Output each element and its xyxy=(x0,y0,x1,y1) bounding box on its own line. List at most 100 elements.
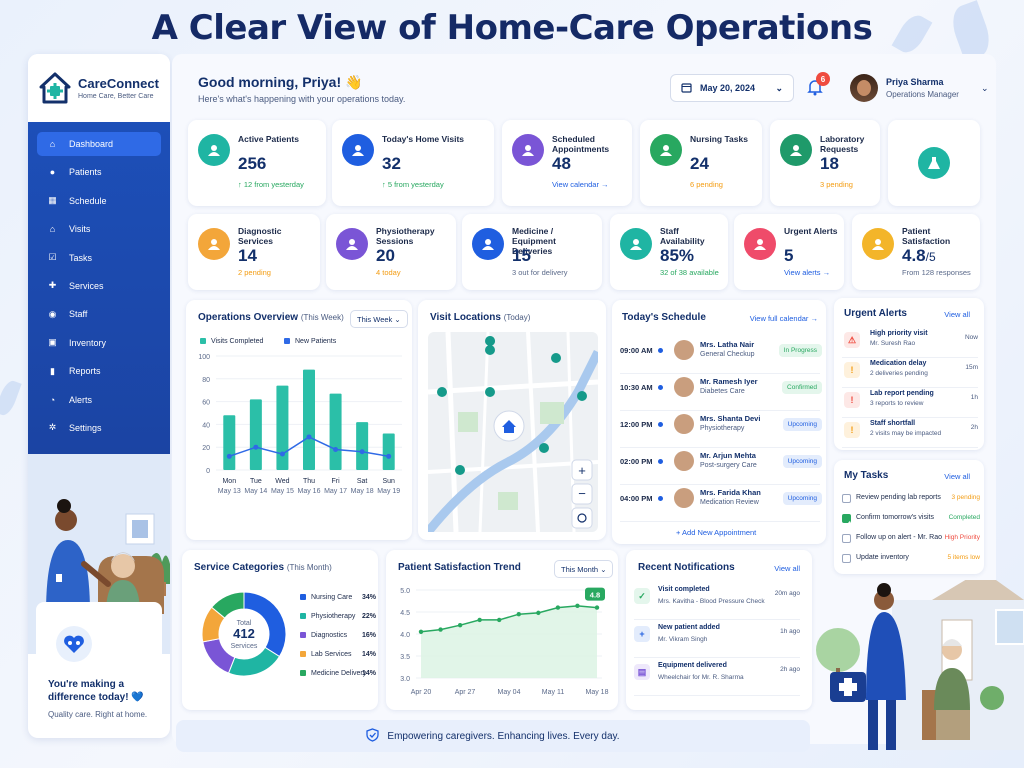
sidebar-item-visits[interactable]: ⌂ Visits xyxy=(37,217,161,241)
schedule-row[interactable]: 12:00 PM Mrs. Shanta Devi Physiotherapy Upc… xyxy=(620,412,822,448)
stat-value: 32 xyxy=(382,154,401,173)
stat-card[interactable]: Urgent Alerts 5 View alerts → xyxy=(734,214,844,290)
y-tick-label: 100 xyxy=(198,354,210,361)
x-tick-label: May 11 xyxy=(542,689,565,696)
sidebar-item-settings[interactable]: ✲ Settings xyxy=(37,416,161,440)
alert-row[interactable]: ! Staff shortfall 2 visits may be impacted… xyxy=(842,418,978,448)
avatar xyxy=(674,488,694,508)
sidebar-item-staff[interactable]: ◉ Staff xyxy=(37,302,161,326)
svg-text:−: − xyxy=(578,486,586,501)
stat-value: 48 xyxy=(552,154,571,173)
brand[interactable]: CareConnect Home Care, Better Care xyxy=(28,54,170,122)
donut-slice xyxy=(210,591,245,619)
task-checkbox[interactable] xyxy=(842,514,851,527)
task-row[interactable]: Update inventory 5 items low xyxy=(842,552,980,572)
x-tick-date: May 19 xyxy=(377,488,400,495)
avatar xyxy=(850,74,878,102)
notification-icon: ▤ xyxy=(634,664,650,680)
notification-row[interactable]: ▤ Equipment delivered Wheelchair for Mr. R… xyxy=(634,660,800,696)
sidebar-item-label: Alerts xyxy=(69,394,93,405)
task-checkbox[interactable] xyxy=(842,534,851,543)
stat-value-suffix: /5 xyxy=(925,250,936,264)
view-all-tasks-link[interactable]: View all xyxy=(944,472,970,481)
heart-hands-icon xyxy=(56,626,92,662)
stat-note[interactable]: View alerts → xyxy=(784,268,831,277)
stat-card[interactable]: Patient Satisfaction 4.8/5 From 128 respon… xyxy=(852,214,980,290)
schedule-row[interactable]: 02:00 PM Mr. Arjun Mehta Post-surgery Care… xyxy=(620,449,822,485)
legend-value: 22% xyxy=(361,613,376,620)
timeline-dot xyxy=(658,385,663,390)
brand-name: CareConnect xyxy=(78,76,159,91)
tasks-title: My Tasks xyxy=(844,470,889,481)
operations-bar-chart: 0 20 40 60 80 100 Mon May 13 Tue May 14 Wed May 15 T… xyxy=(198,354,402,495)
sidebar-item-tasks[interactable]: ☑ Tasks xyxy=(37,246,161,270)
status-badge: In Progress xyxy=(778,344,822,357)
stat-label: Patient Satisfaction xyxy=(902,226,951,246)
stat-card[interactable]: Today's Home Visits 32 ↑ 5 from yesterday xyxy=(332,120,494,206)
stat-card[interactable]: Physiotherapy Sessions 20 4 today xyxy=(326,214,456,290)
stat-card[interactable]: Diagnostic Services 14 2 pending xyxy=(188,214,320,290)
add-appointment-link[interactable]: + Add New Appointment xyxy=(676,528,757,537)
box-icon: ▣ xyxy=(48,337,57,348)
schedule-row[interactable]: 04:00 PM Mrs. Farida Khan Medication Revie… xyxy=(620,486,822,522)
task-label: Review pending lab reports xyxy=(856,494,941,501)
stat-value: 5 xyxy=(784,246,794,265)
task-row[interactable]: Follow up on alert - Mr. Rao High Priorit… xyxy=(842,532,980,552)
lab-icon-card[interactable] xyxy=(888,120,980,206)
sidebar-item-dashboard[interactable]: ⌂ Dashboard xyxy=(37,132,161,156)
donut-legend-item: Physiotherapy 22% xyxy=(300,613,376,620)
sidebar-item-schedule[interactable]: ▦ Schedule xyxy=(37,189,161,213)
stat-note: 2 pending xyxy=(238,268,271,277)
stat-card[interactable]: Active Patients 256 ↑ 12 from yesterday xyxy=(188,120,326,206)
bar-visits-completed xyxy=(356,422,369,470)
notification-row[interactable]: ✓ Visit completed Mrs. Kavitha - Blood Pre… xyxy=(634,584,800,620)
shield-check-icon xyxy=(366,727,380,745)
date-picker[interactable]: May 20, 2024 ⌄ xyxy=(670,74,794,102)
view-full-calendar-link[interactable]: View full calendar → xyxy=(749,314,818,323)
y-tick-label: 80 xyxy=(202,377,210,384)
view-all-alerts-link[interactable]: View all xyxy=(944,310,970,319)
calendar-icon xyxy=(512,134,544,166)
alert-row[interactable]: ⚠ High priority visit Mr. Suresh Rao Now xyxy=(842,328,978,358)
stat-note: 32 of 38 available xyxy=(660,268,719,277)
sidebar-item-alerts[interactable]: ◔ Alerts xyxy=(37,388,161,412)
legend-swatch xyxy=(300,651,306,658)
stat-note: ↑ 12 from yesterday xyxy=(238,180,304,189)
schedule-row[interactable]: 10:30 AM Mr. Ramesh Iyer Diabetes Care Conf… xyxy=(620,375,822,411)
sidebar-item-inventory[interactable]: ▣ Inventory xyxy=(37,331,161,355)
y-tick-label: 4.0 xyxy=(400,632,410,639)
period-select[interactable]: This Week ⌄ xyxy=(350,310,408,328)
stat-card[interactable]: Nursing Tasks 24 6 pending xyxy=(640,120,762,206)
alert-row[interactable]: ! Lab report pending 3 reports to review 1h xyxy=(842,388,978,418)
stat-card[interactable]: Laboratory Requests 18 3 pending xyxy=(770,120,880,206)
alert-title: Staff shortfall xyxy=(870,420,916,427)
stat-card[interactable]: Medicine / Equipment Deliveries 15 3 out f… xyxy=(462,214,602,290)
stat-label: Active Patients xyxy=(238,134,299,144)
alert-row[interactable]: ! Medication delay 2 deliveries pending 15m xyxy=(842,358,978,388)
sidebar-item-services[interactable]: ✚ Services xyxy=(37,274,161,298)
stat-card[interactable]: Scheduled Appointments 48 View calendar → xyxy=(502,120,632,206)
sidebar-item-reports[interactable]: ▮ Reports xyxy=(37,359,161,383)
avatar xyxy=(674,340,694,360)
trend-period-select[interactable]: This Month ⌄ xyxy=(554,560,614,578)
task-row[interactable]: Confirm tomorrow's visits Completed xyxy=(842,512,980,532)
x-tick-date: May 14 xyxy=(244,488,267,495)
task-checkbox[interactable] xyxy=(842,554,851,563)
visit-map[interactable]: + − xyxy=(428,332,598,532)
sidebar-item-patients[interactable]: ● Patients xyxy=(37,160,161,184)
user-menu[interactable]: Priya Sharma Operations Manager ⌄ xyxy=(850,74,988,102)
notification-row[interactable]: + New patient added Mr. Vikram Singh 1h ago xyxy=(634,622,800,658)
view-all-notifications-link[interactable]: View all xyxy=(774,564,800,573)
user-name: Priya Sharma xyxy=(886,77,944,87)
stat-note[interactable]: View calendar → xyxy=(552,180,609,189)
main-panel: Good morning, Priya! 👋 Here's what's hap… xyxy=(172,54,996,744)
task-row[interactable]: Review pending lab reports 3 pending xyxy=(842,492,980,512)
donut-legend-item: Nursing Care 34% xyxy=(300,594,376,601)
nurse-icon xyxy=(650,134,682,166)
donut-center-value: 412 xyxy=(233,626,255,641)
schedule-row[interactable]: 09:00 AM Mrs. Latha Nair General Checkup In… xyxy=(620,338,822,374)
notification-time: 2h ago xyxy=(780,666,800,673)
task-checkbox[interactable] xyxy=(842,494,851,503)
stat-card[interactable]: Staff Availability 85% 32 of 38 available xyxy=(610,214,728,290)
stat-value: 256 xyxy=(238,154,267,173)
